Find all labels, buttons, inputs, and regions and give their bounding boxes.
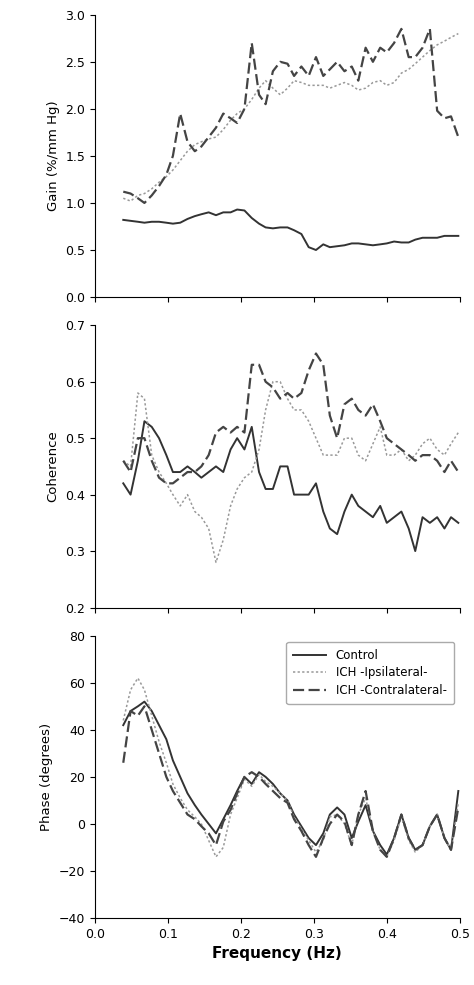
Y-axis label: Coherence: Coherence: [46, 430, 60, 502]
X-axis label: Frequency (Hz): Frequency (Hz): [212, 947, 342, 961]
Y-axis label: Phase (degrees): Phase (degrees): [40, 723, 53, 831]
Legend: Control, ICH -Ipsilateral-, ICH -Contralateral-: Control, ICH -Ipsilateral-, ICH -Contral…: [286, 641, 454, 704]
Y-axis label: Gain (%/mm Hg): Gain (%/mm Hg): [46, 100, 60, 211]
